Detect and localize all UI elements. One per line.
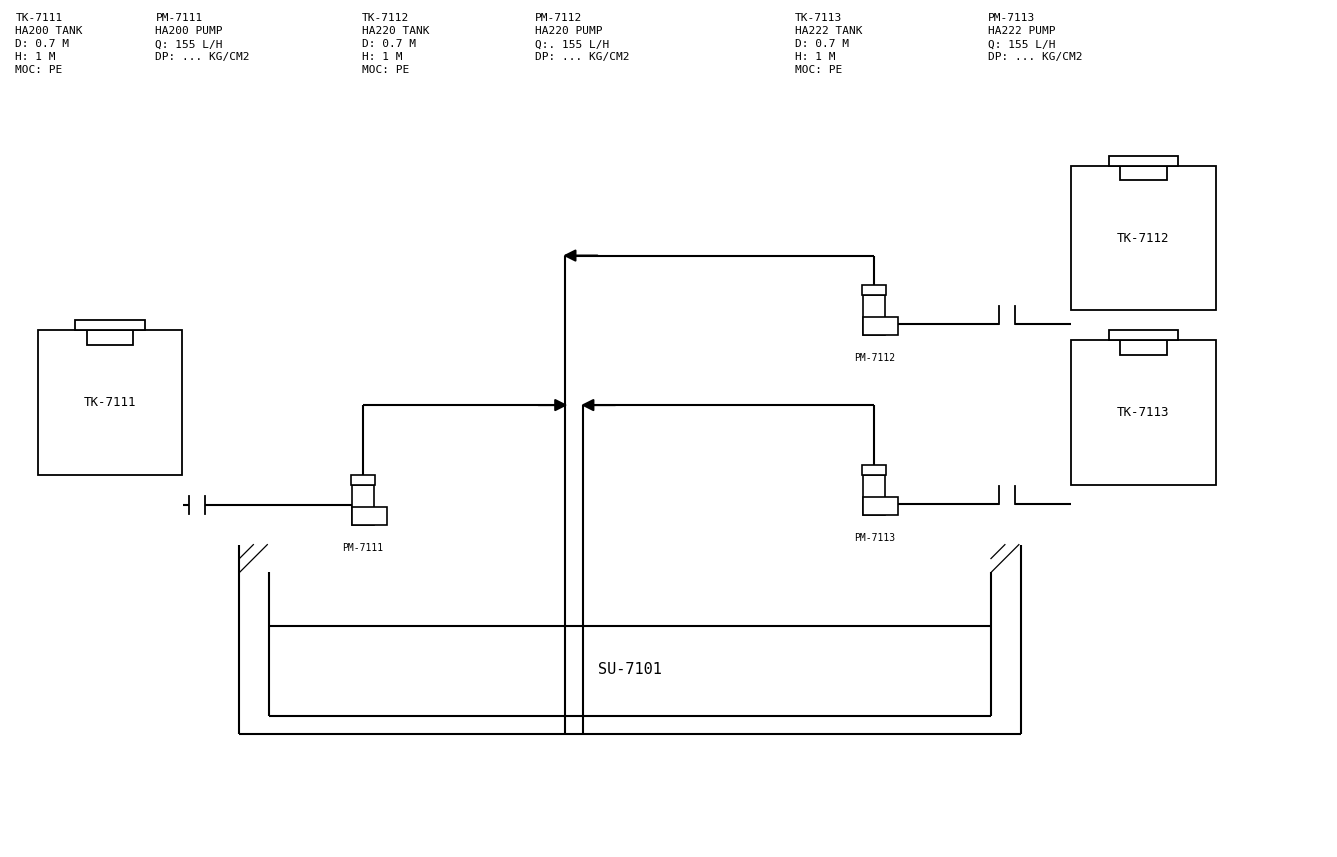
Bar <box>864 475 885 515</box>
Text: MOC: PE: MOC: PE <box>16 65 63 75</box>
Bar <box>864 497 898 515</box>
Text: SU-7101: SU-7101 <box>598 662 662 677</box>
Text: Q: 155 L/H: Q: 155 L/H <box>988 39 1056 49</box>
Bar <box>37 330 182 475</box>
Text: HA222 TANK: HA222 TANK <box>796 27 862 36</box>
Text: DP: ... KG/CM2: DP: ... KG/CM2 <box>155 52 250 63</box>
Text: MOC: PE: MOC: PE <box>796 65 842 75</box>
Text: H: 1 M: H: 1 M <box>362 52 402 63</box>
Bar <box>1120 340 1167 355</box>
Bar <box>864 296 885 335</box>
Text: PM-7111: PM-7111 <box>155 14 203 23</box>
Text: PM-7113: PM-7113 <box>854 533 894 542</box>
Bar <box>75 321 144 330</box>
Bar <box>862 285 886 296</box>
Text: PM-7112: PM-7112 <box>854 353 894 363</box>
Text: HA222 PUMP: HA222 PUMP <box>988 27 1056 36</box>
Text: TK-7112: TK-7112 <box>1118 231 1170 244</box>
Text: TK-7111: TK-7111 <box>84 396 136 409</box>
Text: TK-7112: TK-7112 <box>362 14 409 23</box>
Text: TK-7113: TK-7113 <box>1118 406 1170 419</box>
Text: HA220 PUMP: HA220 PUMP <box>535 27 603 36</box>
Text: HA200 TANK: HA200 TANK <box>16 27 83 36</box>
Bar <box>352 506 386 524</box>
Text: TK-7113: TK-7113 <box>796 14 842 23</box>
Text: Q: 155 L/H: Q: 155 L/H <box>155 39 223 49</box>
Text: MOC: PE: MOC: PE <box>362 65 409 75</box>
Bar <box>87 330 132 345</box>
Text: HA220 TANK: HA220 TANK <box>362 27 429 36</box>
Bar <box>350 475 376 485</box>
Bar <box>862 464 886 475</box>
Text: D: 0.7 M: D: 0.7 M <box>362 39 416 49</box>
Bar <box>1108 156 1178 166</box>
Bar <box>1071 340 1215 485</box>
Text: HA200 PUMP: HA200 PUMP <box>155 27 223 36</box>
Text: Q:. 155 L/H: Q:. 155 L/H <box>535 39 610 49</box>
Bar <box>1071 166 1215 310</box>
Text: D: 0.7 M: D: 0.7 M <box>796 39 849 49</box>
Text: H: 1 M: H: 1 M <box>16 52 56 63</box>
Text: PM-7111: PM-7111 <box>342 542 384 553</box>
Text: H: 1 M: H: 1 M <box>796 52 836 63</box>
Text: PM-7113: PM-7113 <box>988 14 1036 23</box>
Text: D: 0.7 M: D: 0.7 M <box>16 39 70 49</box>
Text: PM-7112: PM-7112 <box>535 14 583 23</box>
Text: DP: ... KG/CM2: DP: ... KG/CM2 <box>988 52 1083 63</box>
Bar <box>352 485 374 524</box>
Text: TK-7111: TK-7111 <box>16 14 63 23</box>
Bar <box>1120 166 1167 180</box>
Bar <box>864 317 898 335</box>
Bar <box>1108 330 1178 340</box>
Text: DP: ... KG/CM2: DP: ... KG/CM2 <box>535 52 630 63</box>
